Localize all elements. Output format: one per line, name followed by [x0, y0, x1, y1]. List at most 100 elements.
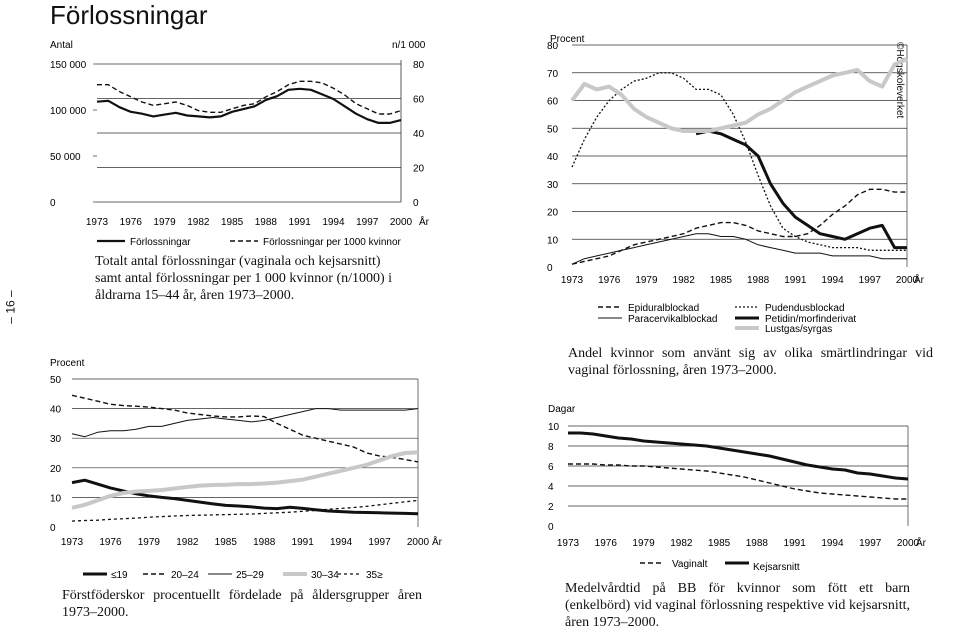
x-tick-label: 2000: [897, 538, 920, 549]
y-tick-label: 10: [548, 422, 560, 433]
x-tick-label: 1979: [153, 217, 176, 228]
y-tick-label: 40: [547, 152, 559, 163]
x-tick-label: 1997: [368, 537, 391, 548]
x-tick-label: 2000: [407, 537, 430, 548]
y-tick-label: 10: [50, 493, 62, 504]
y-tick-label: 0: [548, 522, 554, 533]
caption-length-of-stay: Medelvårdtid på BB för kvinnor som fött …: [565, 581, 910, 630]
right-tick-label: 0: [413, 198, 419, 209]
x-tick-label: 1976: [598, 275, 621, 286]
x-tick-label: 1979: [632, 538, 655, 549]
series-line-kejsarsnitt: [568, 431, 909, 481]
series-line-paracervikalblockad: [571, 233, 907, 265]
x-tick-label: 1973: [561, 275, 584, 286]
left-tick-label: 100 000: [50, 106, 87, 117]
x-tick-label: 1973: [61, 537, 84, 548]
y-tick-label: 10: [547, 235, 559, 246]
x-tick-label: 1988: [747, 275, 770, 286]
x-tick-label: 1982: [187, 217, 210, 228]
x-tick-label: 1976: [99, 537, 122, 548]
x-unit-label: År: [914, 273, 925, 286]
series-line-lustgas-syrgas: [570, 57, 908, 133]
series-line-30-34: [71, 450, 419, 510]
x-tick-label: 1985: [708, 538, 731, 549]
y-axis-label: Dagar: [548, 404, 576, 415]
x-tick-label: 1988: [255, 217, 278, 228]
x-tick-label: 1991: [784, 538, 807, 549]
right-axis-label: n/1 000: [392, 40, 426, 51]
series-line-20-24: [71, 394, 419, 463]
left-tick-label: 50 000: [50, 152, 81, 163]
legend-label: 20–24: [171, 570, 199, 581]
x-tick-label: 2000: [896, 275, 919, 286]
x-tick-label: 1994: [821, 275, 844, 286]
right-tick-label: 60: [413, 95, 425, 106]
series-line-epiduralblockad: [571, 188, 907, 265]
x-tick-label: 1982: [176, 537, 199, 548]
x-unit-label: År: [916, 536, 927, 549]
series-line-f-rlossningar: [96, 87, 402, 124]
x-tick-label: 1991: [292, 537, 315, 548]
legend-label: Lustgas/syrgas: [765, 324, 832, 335]
y-axis-label: Procent: [550, 34, 585, 45]
y-tick-label: 4: [548, 482, 554, 493]
x-tick-label: 1991: [784, 275, 807, 286]
x-tick-label: 1973: [86, 217, 109, 228]
y-tick-label: 20: [547, 208, 559, 219]
x-tick-label: 1982: [670, 538, 693, 549]
x-tick-label: 1997: [859, 538, 882, 549]
chart-pain-relief: Procent 0 10 20 30 40 50 60 70 80 1973 1976 1979 1982…: [547, 34, 925, 335]
x-tick-label: 1997: [859, 275, 882, 286]
page-title: Förlossningar: [50, 0, 208, 30]
y-tick-label: 30: [547, 180, 559, 191]
x-tick-label: 1985: [710, 275, 733, 286]
series-line-vaginalt: [568, 463, 908, 500]
x-tick-label: 1973: [557, 538, 580, 549]
y-tick-label: 0: [50, 523, 56, 534]
x-tick-label: 1982: [673, 275, 696, 286]
y-tick-label: 40: [50, 405, 62, 416]
y-axis-label: Procent: [50, 358, 85, 369]
legend-label: 30–34: [311, 570, 339, 581]
chart-age-groups: Procent 0 10 20 30 40 50 1973 1976 1979 1982 1985 19…: [50, 358, 443, 581]
y-tick-label: 2: [548, 502, 554, 513]
right-tick-label: 40: [413, 129, 425, 140]
x-tick-label: 2000: [390, 217, 413, 228]
y-tick-label: 6: [548, 462, 554, 473]
x-unit-label: År: [432, 535, 443, 548]
x-tick-label: 1985: [215, 537, 238, 548]
series-line-f-rlossningar-per-1000-kvinnor: [97, 80, 402, 115]
x-tick-label: 1994: [330, 537, 353, 548]
legend-label: Epiduralblockad: [628, 303, 699, 314]
right-tick-label: 80: [413, 60, 425, 71]
x-tick-label: 1976: [595, 538, 618, 549]
legend-label: Förlossningar: [130, 237, 191, 248]
legend-label: ≤19: [111, 570, 128, 581]
x-tick-label: 1979: [138, 537, 161, 548]
x-tick-label: 1976: [120, 217, 143, 228]
y-tick-label: 8: [548, 442, 554, 453]
x-tick-label: 1994: [322, 217, 345, 228]
y-tick-label: 30: [50, 434, 62, 445]
left-tick-label: 150 000: [50, 60, 87, 71]
right-tick-label: 20: [413, 164, 425, 175]
left-axis-label: Antal: [50, 40, 73, 51]
caption-pain-relief: Andel kvinnor som använt sig av olika sm…: [568, 346, 933, 378]
series-line-35-: [71, 499, 419, 522]
x-tick-label: 1988: [746, 538, 769, 549]
series-line-petidin-morfinderivat: [695, 129, 907, 250]
x-tick-label: 1991: [289, 217, 312, 228]
y-tick-label: 50: [50, 375, 62, 386]
series-line-25-29: [71, 408, 419, 438]
x-tick-label: 1994: [821, 538, 844, 549]
legend-label: 25–29: [236, 570, 264, 581]
legend-label: Kejsarsnitt: [753, 562, 800, 573]
x-tick-label: 1997: [356, 217, 379, 228]
legend-label: Petidin/morfinderivat: [765, 314, 856, 325]
left-tick-label: 0: [50, 198, 56, 209]
x-tick-label: 1988: [253, 537, 276, 548]
x-unit-label: År: [419, 215, 430, 228]
legend-label: Pudendusblockad: [765, 303, 845, 314]
y-tick-label: 70: [547, 69, 559, 80]
